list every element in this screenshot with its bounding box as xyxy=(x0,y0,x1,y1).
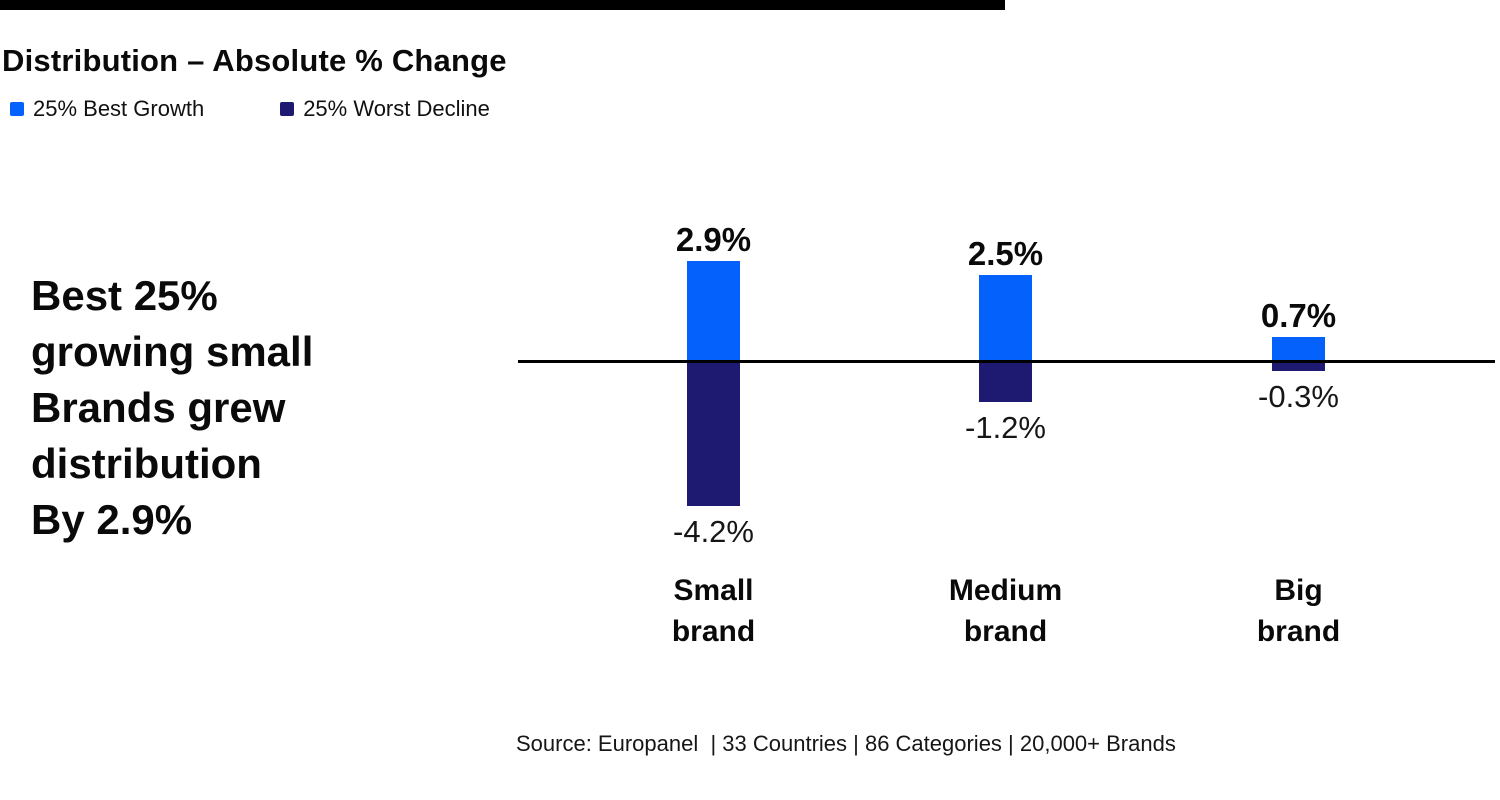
key-message-line: Brands grew xyxy=(31,384,286,431)
legend-item-best-growth: 25% Best Growth xyxy=(10,96,204,122)
top-black-bar xyxy=(0,0,1005,10)
legend-item-worst-decline: 25% Worst Decline xyxy=(280,96,490,122)
zero-axis-line xyxy=(518,360,1495,363)
key-message-line: By 2.9% xyxy=(31,496,193,543)
value-label-negative-big-brand: -0.3% xyxy=(1258,379,1339,414)
bar-negative-medium-brand xyxy=(979,361,1032,402)
bar-negative-big-brand xyxy=(1272,361,1325,371)
legend-label-worst-decline: 25% Worst Decline xyxy=(303,96,490,121)
key-message-line: Best 25% xyxy=(31,272,218,319)
bar-positive-big-brand xyxy=(1272,337,1325,361)
bar-negative-small-brand xyxy=(687,361,740,506)
key-message-line: growing small xyxy=(31,328,314,375)
legend-swatch-best-growth-icon xyxy=(10,102,24,116)
category-label-big-brand: Big brand xyxy=(1256,574,1341,648)
value-label-negative-small-brand: -4.2% xyxy=(673,514,754,549)
value-label-negative-medium-brand: -1.2% xyxy=(965,410,1046,445)
legend-label-best-growth: 25% Best Growth xyxy=(33,96,205,121)
legend-swatch-worst-decline-icon xyxy=(280,102,295,116)
category-label-small-brand: Small brand xyxy=(671,574,756,648)
source-note: Source: Europanel | 33 Countries | 86 Ca… xyxy=(516,731,1176,756)
value-label-positive-medium-brand: 2.5% xyxy=(967,235,1044,272)
key-message-line: distribution xyxy=(31,440,262,487)
category-label-medium-brand: Medium brand xyxy=(948,574,1063,648)
chart-title: Distribution – Absolute % Change xyxy=(2,43,507,78)
bar-positive-medium-brand xyxy=(979,275,1032,361)
key-message: Best 25% growing small Brands grew distr… xyxy=(31,268,313,548)
value-label-positive-big-brand: 0.7% xyxy=(1260,297,1337,334)
value-label-positive-small-brand: 2.9% xyxy=(675,221,752,258)
legend: 25% Best Growth 25% Worst Decline xyxy=(10,96,490,122)
bar-positive-small-brand xyxy=(687,261,740,361)
